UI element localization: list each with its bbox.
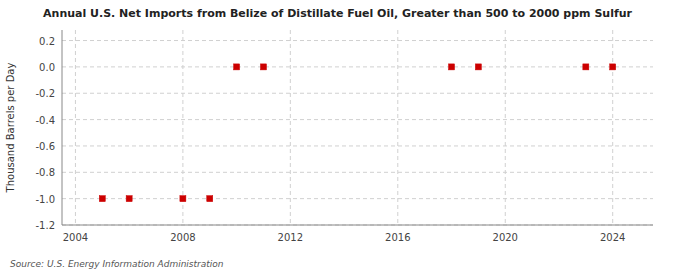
source: Source: U.S. Energy Information Administ… [10,259,224,269]
y-tick-label: 0.2 [39,36,55,47]
x-tick-label: 2004 [63,232,88,243]
y-axis-line [62,30,63,225]
points [99,64,615,202]
x-axis-line [62,225,653,226]
y-grid-line [62,66,653,67]
point [207,196,213,202]
y-grid-line [62,145,653,146]
tick-labels: -1.2 -1.0 -0.8 -0.6 -0.4 -0.2 0.0 0.2 2004 2008 20… [35,36,625,243]
y-tick-label: -0.8 [35,167,55,178]
point [126,196,132,202]
y-grid-line [62,225,653,226]
y-tick-label: -1.2 [35,220,55,231]
chart: Annual U.S. Net Imports from Belize of D… [0,0,675,275]
grid [62,30,653,225]
x-grid-line [397,30,398,225]
point [234,64,240,70]
y-grid-line [62,198,653,199]
point [99,196,105,202]
y-axis-label: Thousand Barrels per Day [5,63,16,194]
x-tick-label: 2020 [493,232,518,243]
y-tick-label: 0.0 [39,62,55,73]
page: {"chart_data": {"type": "scatter", "titl… [0,0,675,275]
point [180,196,186,202]
x-grid-line [505,30,506,225]
point [260,64,266,70]
x-tick-label: 2016 [385,232,410,243]
y-grid-line [62,40,653,41]
x-tick-label: 2024 [600,232,625,243]
point [583,64,589,70]
point [610,64,616,70]
x-grid-line [75,30,76,225]
y-tick-label: -0.2 [35,88,55,99]
y-grid-line [62,119,653,120]
y-tick-label: -0.6 [35,141,55,152]
x-tick-label: 2012 [278,232,303,243]
x-grid-line [290,30,291,225]
title: Annual U.S. Net Imports from Belize of D… [43,7,632,20]
x-grid-line [612,30,613,225]
y-grid-line [62,172,653,173]
y-grid-line [62,93,653,94]
x-tick-label: 2008 [170,232,195,243]
point [475,64,481,70]
point [449,64,455,70]
y-tick-label: -1.0 [35,194,55,205]
y-tick-label: -0.4 [35,115,55,126]
